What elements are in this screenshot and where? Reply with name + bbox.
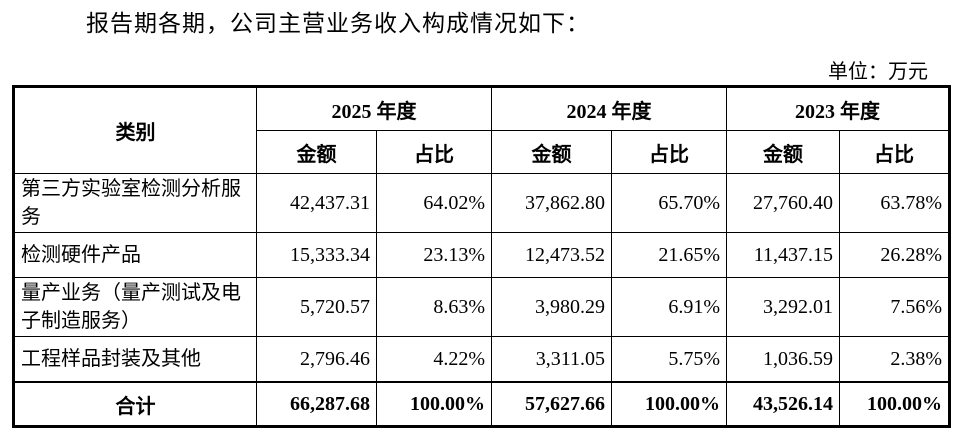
subheader-row: 金额 占比 金额 占比 金额 占比: [14, 130, 950, 174]
amount-cell: 37,862.80: [491, 173, 612, 233]
share-cell: 8.63%: [376, 277, 492, 337]
share-cell: 6.91%: [611, 277, 727, 337]
amount-cell: 1,036.59: [726, 336, 840, 383]
data-row: 检测硬件产品 15,333.34 23.13% 12,473.52 21.65% 11,4…: [13, 232, 950, 278]
amount-cell: 11,437.15: [726, 232, 840, 278]
amount-header: 金额: [491, 130, 612, 174]
total-cell: 100.00%: [376, 381, 492, 427]
data-row: 量产业务（量产测试及电子制造服务） 5,720.57 8.63% 3,980.29 6.…: [13, 277, 950, 337]
category-cell: 工程样品封装及其他: [13, 336, 257, 383]
total-cell: 43,526.14: [726, 381, 840, 427]
share-cell: 21.65%: [611, 232, 727, 278]
share-cell: 23.13%: [376, 232, 492, 278]
data-row: 第三方实验室检测分析服务 42,437.31 64.02% 37,862.80 65.7…: [13, 173, 950, 233]
amount-cell: 42,437.31: [256, 173, 377, 233]
share-cell: 2.38%: [839, 336, 950, 383]
amount-cell: 3,292.01: [726, 277, 840, 337]
amount-cell: 27,760.40: [726, 173, 840, 233]
share-header: 占比: [376, 130, 492, 174]
amount-header: 金额: [726, 130, 840, 174]
total-cell: 100.00%: [839, 381, 950, 427]
year-header: 2024 年度: [491, 86, 727, 131]
year-header: 2023 年度: [726, 86, 950, 131]
revenue-table: 类别 2025 年度 2024 年度 2023 年度 金额 占比 金额 占比 金额 占比 第三方实验…: [12, 85, 951, 428]
amount-cell: 2,796.46: [256, 336, 377, 383]
share-header: 占比: [839, 130, 950, 174]
intro-text: 报告期各期，公司主营业务收入构成情况如下：: [86, 11, 590, 36]
unit-label: 单位：万元: [828, 61, 928, 83]
share-cell: 63.78%: [839, 173, 950, 233]
share-header: 占比: [611, 130, 727, 174]
category-cell: 检测硬件产品: [13, 232, 257, 278]
data-row: 工程样品封装及其他 2,796.46 4.22% 3,311.05 5.75% 1,036…: [13, 336, 950, 383]
amount-cell: 12,473.52: [491, 232, 612, 278]
amount-header: 金额: [256, 130, 377, 174]
share-cell: 5.75%: [611, 336, 727, 383]
total-row: 合计 66,287.68 100.00% 57,627.66 100.00% 43,526…: [13, 381, 950, 427]
header-row: 类别 2025 年度 2024 年度 2023 年度: [13, 86, 950, 174]
share-cell: 7.56%: [839, 277, 950, 337]
amount-cell: 5,720.57: [256, 277, 377, 337]
total-cell: 66,287.68: [256, 381, 377, 427]
share-cell: 64.02%: [376, 173, 492, 233]
amount-cell: 3,311.05: [491, 336, 612, 383]
amount-cell: 3,980.29: [491, 277, 612, 337]
amount-cell: 15,333.34: [256, 232, 377, 278]
category-cell: 第三方实验室检测分析服务: [13, 173, 257, 233]
share-cell: 26.28%: [839, 232, 950, 278]
category-header: 类别: [13, 86, 257, 174]
year-header: 2025 年度: [256, 86, 492, 131]
share-cell: 65.70%: [611, 173, 727, 233]
category-cell: 量产业务（量产测试及电子制造服务）: [13, 277, 257, 337]
share-cell: 4.22%: [376, 336, 492, 383]
total-cell: 100.00%: [611, 381, 727, 427]
total-cell: 57,627.66: [491, 381, 612, 427]
total-label: 合计: [13, 381, 257, 427]
